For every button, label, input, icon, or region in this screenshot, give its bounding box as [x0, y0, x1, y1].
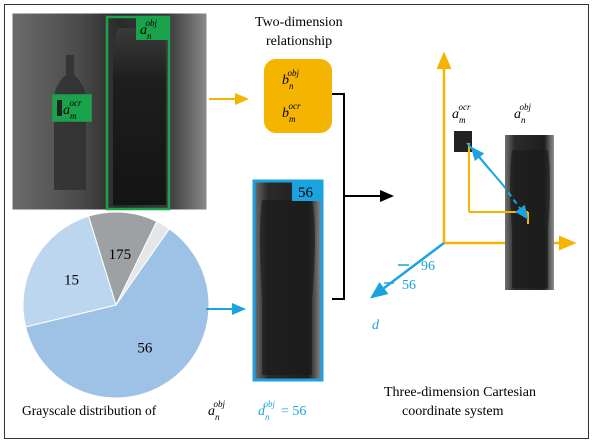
- merge-bracket: [332, 93, 345, 300]
- tick-96-label: 96: [421, 259, 435, 274]
- relationship-box: [264, 59, 332, 133]
- three-dim-caption-line2: coordinate system: [402, 404, 504, 419]
- pie-slice: [24, 228, 210, 399]
- two-dim-title-line2: relationship: [266, 34, 332, 49]
- depth-arrow-back: [470, 146, 491, 171]
- ocr-bbox: [52, 94, 92, 122]
- b-ocr-label: bmocr: [282, 101, 301, 124]
- object-label: anobj: [140, 18, 158, 41]
- object-bbox: [105, 15, 171, 211]
- grayscale-caption: Grayscale distribution of: [22, 403, 157, 418]
- ocr-label-3d: amocr: [452, 102, 471, 125]
- pie-slice-label: 15: [64, 273, 79, 289]
- grayscale-caption-symbol: anobj: [208, 399, 226, 422]
- d-axis-label: d: [372, 318, 380, 333]
- cartesian-axes: 96 56 d: [370, 51, 577, 333]
- grayscale-pie: 175 56 15: [22, 211, 210, 399]
- object-label-bg: [136, 18, 168, 40]
- two-dim-title-line1: Two-dimension: [255, 15, 343, 30]
- pie-slice-label: 175: [109, 247, 132, 263]
- ocr-label: amocr: [63, 98, 82, 121]
- d-obj-equation: dnobj = 56: [258, 399, 306, 422]
- three-dim-caption-line1: Three-dimension Cartesian: [384, 385, 536, 400]
- b-obj-label: bnobj: [282, 68, 300, 91]
- cropped-object: 56: [252, 179, 324, 382]
- pie-slice: [22, 215, 117, 328]
- object-label-3d: anobj: [514, 102, 532, 125]
- crop-badge-bg: [292, 182, 321, 201]
- crop-badge: 56: [298, 185, 314, 201]
- depth-line-dashed: [502, 184, 529, 220]
- ocr-box-3d: [454, 131, 472, 152]
- tick-56-label: 56: [402, 278, 416, 293]
- source-photo: anobj amocr: [11, 12, 208, 211]
- figure-frame: [4, 4, 589, 439]
- pie-slice-label: 56: [137, 340, 153, 356]
- pie-slice: [87, 211, 158, 307]
- d-axis: [370, 242, 445, 299]
